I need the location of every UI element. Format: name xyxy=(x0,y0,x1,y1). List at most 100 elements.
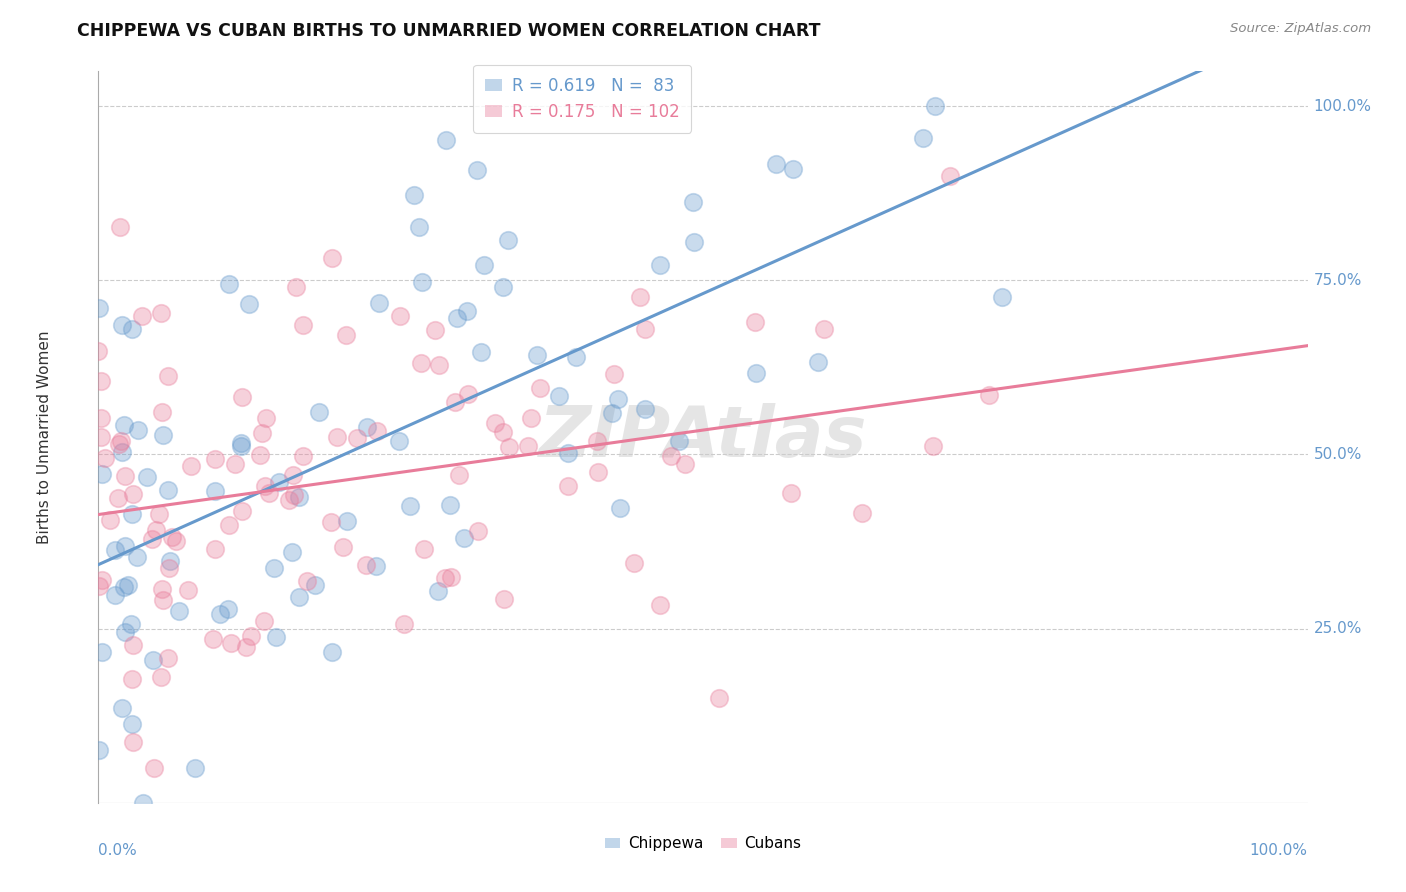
Point xyxy=(204,541,226,556)
Point xyxy=(204,483,226,498)
Point xyxy=(94,450,117,465)
Text: 25.0%: 25.0% xyxy=(1313,621,1362,636)
Point xyxy=(122,487,145,501)
Point xyxy=(308,405,330,419)
Point xyxy=(557,446,579,460)
Point xyxy=(235,640,257,654)
Point xyxy=(633,401,655,416)
Text: 0.0%: 0.0% xyxy=(98,843,138,858)
Point xyxy=(292,318,315,332)
Point xyxy=(526,348,548,362)
Point xyxy=(217,602,239,616)
Legend: Chippewa, Cubans: Chippewa, Cubans xyxy=(599,830,807,857)
Point xyxy=(231,504,253,518)
Point xyxy=(851,506,873,520)
Text: CHIPPEWA VS CUBAN BIRTHS TO UNMARRIED WOMEN CORRELATION CHART: CHIPPEWA VS CUBAN BIRTHS TO UNMARRIED WO… xyxy=(77,22,821,40)
Point xyxy=(90,430,112,444)
Point xyxy=(409,356,432,370)
Point xyxy=(426,584,449,599)
Point xyxy=(765,157,787,171)
Point xyxy=(209,607,232,622)
Point xyxy=(467,162,489,177)
Point xyxy=(87,343,110,358)
Point xyxy=(470,344,492,359)
Point xyxy=(408,219,430,234)
Point xyxy=(434,571,457,585)
Point xyxy=(107,491,129,506)
Point xyxy=(152,428,174,442)
Point xyxy=(224,457,246,471)
Point xyxy=(813,322,835,336)
Point xyxy=(141,653,163,667)
Point xyxy=(356,420,378,434)
Point xyxy=(111,701,134,715)
Point xyxy=(603,368,626,382)
Point xyxy=(253,479,276,493)
Point xyxy=(117,578,139,592)
Point xyxy=(648,599,671,613)
Point xyxy=(321,251,343,265)
Point xyxy=(150,582,173,597)
Point xyxy=(457,387,479,401)
Point xyxy=(114,469,136,483)
Point xyxy=(283,488,305,502)
Point xyxy=(557,479,579,493)
Point xyxy=(152,592,174,607)
Point xyxy=(218,518,240,533)
Point xyxy=(332,540,354,554)
Point xyxy=(121,508,143,522)
Point xyxy=(89,742,111,756)
Point xyxy=(180,458,202,473)
Point xyxy=(104,588,127,602)
Point xyxy=(295,574,318,589)
Text: 50.0%: 50.0% xyxy=(1313,447,1362,462)
Point xyxy=(231,390,253,404)
Point xyxy=(240,629,263,643)
Point xyxy=(91,467,114,481)
Point xyxy=(145,523,167,537)
Point xyxy=(446,311,468,326)
Point xyxy=(131,310,153,324)
Point xyxy=(335,328,357,343)
Point xyxy=(108,220,131,235)
Point xyxy=(565,350,588,364)
Point xyxy=(87,301,110,315)
Point xyxy=(492,592,515,607)
Point xyxy=(366,424,388,438)
Point xyxy=(122,735,145,749)
Point xyxy=(411,275,433,289)
Point xyxy=(157,560,180,574)
Point xyxy=(402,188,425,202)
Point xyxy=(291,449,314,463)
Point xyxy=(517,439,540,453)
Point xyxy=(160,530,183,544)
Point xyxy=(326,430,349,444)
Point xyxy=(911,131,934,145)
Point xyxy=(634,322,657,336)
Point xyxy=(283,468,305,483)
Point xyxy=(444,394,467,409)
Point xyxy=(388,434,411,448)
Point xyxy=(399,500,422,514)
Point xyxy=(439,498,461,512)
Point xyxy=(149,306,172,320)
Point xyxy=(219,635,242,649)
Point xyxy=(682,194,704,209)
Point xyxy=(392,617,415,632)
Point xyxy=(648,259,671,273)
Point xyxy=(498,440,520,454)
Point xyxy=(600,406,623,420)
Point xyxy=(238,297,260,311)
Point xyxy=(389,310,412,324)
Point xyxy=(122,638,145,652)
Point xyxy=(125,549,148,564)
Point xyxy=(628,290,651,304)
Point xyxy=(150,670,173,684)
Point xyxy=(924,99,946,113)
Point xyxy=(165,533,187,548)
Point xyxy=(249,448,271,462)
Point xyxy=(806,355,828,369)
Point xyxy=(440,570,463,584)
Point xyxy=(434,133,457,147)
Point xyxy=(148,508,170,522)
